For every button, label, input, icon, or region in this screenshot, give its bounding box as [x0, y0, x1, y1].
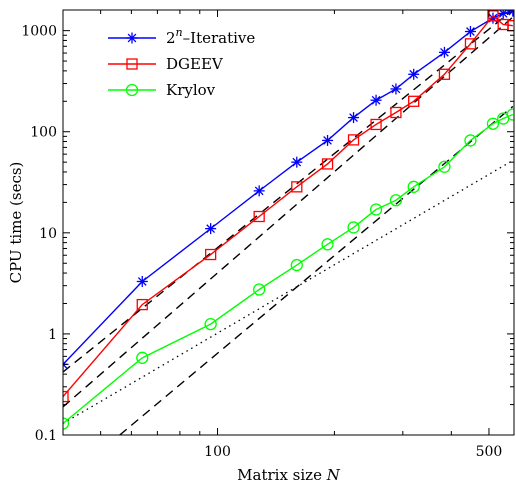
series-krylov: [63, 108, 514, 430]
data-point-2-n-iterative: [136, 275, 148, 287]
data-point-2-n-iterative: [205, 223, 217, 235]
data-point-dgeev: [438, 68, 451, 80]
y-tick-label: 0.1: [35, 428, 57, 444]
reference-lines: [63, 10, 514, 435]
data-point-2-n-iterative: [322, 134, 334, 146]
axis-ticks: 100 500 0.1 1 10 100 1000: [21, 10, 514, 460]
data-point-2-n-iterative: [253, 185, 265, 197]
y-axis-label: CPU time (secs): [7, 162, 25, 284]
legend: 2n–Iterative DGEEV Krylov: [108, 26, 255, 99]
data-point-dgeev: [136, 298, 148, 311]
data-point-krylov: [253, 283, 266, 296]
reference-line-dashed: [63, 10, 514, 373]
data-point-krylov: [407, 180, 420, 193]
data-point-dgeev: [347, 134, 360, 146]
data-point-2-n-iterative: [408, 68, 420, 80]
reference-line-dashed: [119, 105, 514, 435]
data-point-krylov: [438, 160, 451, 173]
data-point-krylov: [389, 194, 403, 207]
data-point-krylov: [347, 221, 360, 234]
data-point-dgeev: [253, 210, 265, 223]
legend-label: DGEEV: [166, 55, 224, 73]
legend-item-krylov: Krylov: [108, 81, 216, 99]
x-tick-label: 500: [476, 444, 503, 460]
y-tick-label: 10: [39, 226, 57, 242]
data-point-krylov: [204, 317, 217, 331]
data-point-krylov: [321, 238, 334, 251]
data-point-dgeev: [487, 10, 499, 22]
y-tick-label: 1000: [21, 24, 57, 40]
series-layer: [63, 10, 514, 430]
legend-item-dgeev: DGEEV: [108, 55, 224, 73]
legend-item-2-n-iterative: 2n–Iterative: [108, 26, 255, 47]
data-point-dgeev: [63, 390, 69, 403]
x-axis-label: Matrix size N: [237, 466, 341, 484]
data-point-krylov: [369, 203, 383, 216]
data-point-krylov: [464, 134, 477, 147]
data-point-dgeev: [321, 158, 334, 170]
data-point-dgeev: [204, 248, 217, 261]
plot-frame: [62, 9, 515, 436]
data-point-2-n-iterative: [464, 26, 476, 38]
series-dgeev: [63, 10, 514, 403]
data-point-2-n-iterative: [348, 112, 360, 124]
data-point-dgeev: [390, 106, 402, 119]
data-point-krylov: [290, 258, 303, 272]
legend-marker: [126, 58, 138, 70]
data-point-krylov: [486, 117, 500, 130]
data-point-krylov: [63, 417, 70, 430]
reference-line-dotted: [63, 159, 514, 425]
data-point-dgeev: [408, 95, 420, 107]
series-line-dgeev: [63, 14, 513, 398]
data-point-dgeev: [464, 38, 477, 50]
y-tick-label: 100: [30, 125, 57, 141]
data-point-dgeev: [370, 118, 382, 131]
data-point-2-n-iterative: [507, 10, 514, 17]
data-point-2-n-iterative: [291, 156, 303, 168]
data-point-krylov: [506, 108, 514, 121]
series-line-krylov: [63, 113, 514, 425]
data-point-2-n-iterative: [390, 83, 402, 95]
y-tick-label: 1: [48, 327, 57, 343]
reference-line-dashed: [63, 16, 514, 408]
series-2-n-iterative: [63, 10, 514, 370]
legend-label: Krylov: [166, 81, 216, 99]
legend-marker: [125, 83, 139, 97]
data-point-2-n-iterative: [438, 46, 450, 58]
data-point-2-n-iterative: [370, 94, 382, 106]
x-tick-label: 100: [204, 444, 231, 460]
data-point-krylov: [136, 351, 149, 364]
data-point-dgeev: [291, 181, 303, 193]
legend-marker: [126, 32, 138, 44]
legend-label: 2n–Iterative: [166, 26, 255, 47]
data-point-2-n-iterative: [497, 10, 509, 19]
